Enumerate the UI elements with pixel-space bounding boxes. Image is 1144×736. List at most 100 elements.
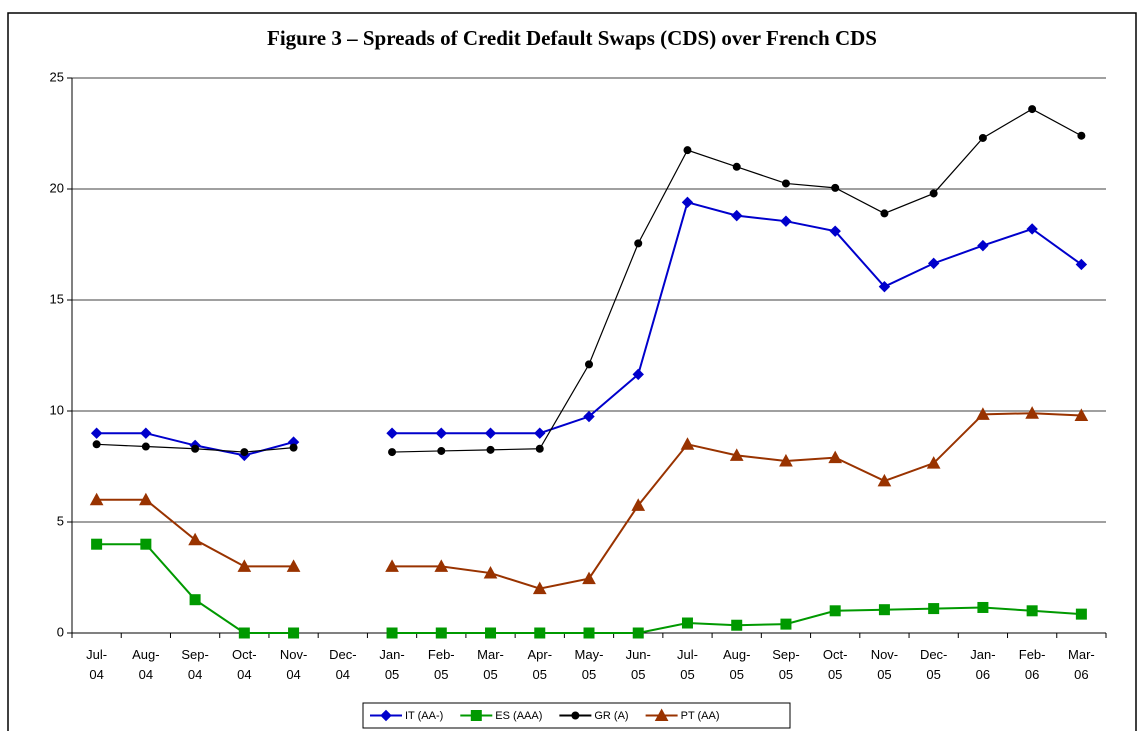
data-point [1077, 131, 1086, 140]
data-point [484, 427, 497, 439]
x-tick-label: Apr-05 [527, 647, 552, 682]
legend-label: ES (AAA) [495, 710, 542, 722]
series-line [96, 108, 1082, 453]
data-point [140, 427, 152, 439]
data-point [386, 627, 398, 639]
legend-label: GR (A) [594, 710, 628, 722]
data-point [683, 146, 692, 155]
data-point [681, 196, 694, 209]
data-point [90, 427, 103, 439]
data-point [976, 407, 990, 420]
x-tick-label: Jul-04 [86, 647, 107, 682]
data-point [237, 559, 252, 572]
data-point [634, 239, 643, 248]
data-point [880, 209, 889, 218]
data-point [681, 617, 693, 629]
data-point [977, 239, 989, 252]
data-point [386, 427, 398, 439]
x-tick-label: Oct-05 [823, 647, 848, 682]
data-point [631, 498, 646, 511]
data-point [978, 133, 987, 142]
data-point [729, 448, 744, 461]
data-point [1025, 406, 1039, 419]
x-tick-label: Oct-04 [232, 647, 257, 682]
data-point [434, 559, 449, 572]
data-point [585, 360, 593, 369]
x-tick-label: Nov-04 [280, 647, 307, 682]
data-point [191, 444, 200, 453]
x-tick-label: Sep-05 [772, 647, 799, 682]
chart-title: Figure 3 – Spreads of Credit Default Swa… [267, 26, 877, 50]
data-point [139, 492, 153, 506]
data-point [929, 189, 938, 198]
data-point [535, 444, 544, 453]
data-point [732, 162, 741, 171]
x-tick-label: Nov-05 [871, 647, 898, 682]
y-tick-label: 5 [57, 513, 64, 528]
data-point [435, 427, 447, 439]
x-tick-label: Dec-04 [329, 647, 356, 682]
data-point [1074, 408, 1089, 421]
data-point [91, 538, 103, 550]
series-line [96, 543, 1082, 634]
data-point [878, 280, 891, 293]
data-point [483, 566, 498, 579]
data-point [189, 594, 201, 606]
legend-marker [470, 710, 482, 721]
x-tick-label: Aug-05 [723, 647, 750, 682]
data-point [632, 368, 644, 381]
data-point [829, 225, 841, 237]
x-tick-label: Feb-06 [1019, 647, 1046, 682]
y-tick-label: 10 [50, 402, 64, 417]
data-point [486, 445, 495, 454]
data-point [534, 427, 546, 439]
data-point [928, 603, 940, 615]
data-point [632, 627, 644, 639]
y-tick-label: 0 [57, 624, 64, 639]
data-point [240, 448, 249, 457]
data-point [583, 410, 595, 423]
data-point [532, 581, 547, 595]
data-point [238, 627, 250, 639]
data-point [731, 209, 743, 222]
data-point [926, 456, 941, 469]
data-point [828, 450, 843, 464]
data-point [731, 619, 743, 631]
data-point [1026, 605, 1038, 617]
x-tick-label: Feb-05 [428, 647, 455, 682]
x-tick-label: Mar-05 [477, 647, 504, 682]
x-tick-label: Aug-04 [132, 647, 159, 682]
data-point [1026, 223, 1038, 235]
x-tick-label: Jan-05 [379, 647, 404, 682]
x-tick-label: May-05 [575, 647, 604, 682]
data-point [435, 627, 447, 639]
y-tick-label: 20 [50, 180, 64, 195]
legend-label: IT (AA-) [405, 710, 443, 722]
data-point [289, 443, 298, 452]
data-point [188, 532, 202, 546]
data-point [927, 257, 940, 270]
x-tick-label: Dec-05 [920, 647, 947, 682]
y-tick-label: 25 [50, 69, 64, 84]
y-tick-label: 15 [50, 291, 64, 306]
legend-label: PT (AA) [681, 710, 720, 722]
data-point [877, 473, 892, 487]
data-point [780, 215, 792, 227]
data-point [485, 627, 497, 639]
x-tick-label: Mar-06 [1068, 647, 1095, 682]
x-tick-label: Sep-04 [181, 647, 208, 682]
x-tick-label: Jul-05 [677, 647, 698, 682]
data-point [680, 437, 695, 450]
data-point [388, 448, 397, 457]
data-point [92, 440, 101, 449]
legend-marker [571, 711, 580, 720]
data-point [977, 601, 989, 613]
legend-marker [380, 709, 392, 722]
data-point [286, 559, 301, 572]
data-point [288, 627, 300, 639]
data-point [781, 179, 790, 188]
data-point [385, 559, 399, 572]
data-point [779, 453, 793, 467]
